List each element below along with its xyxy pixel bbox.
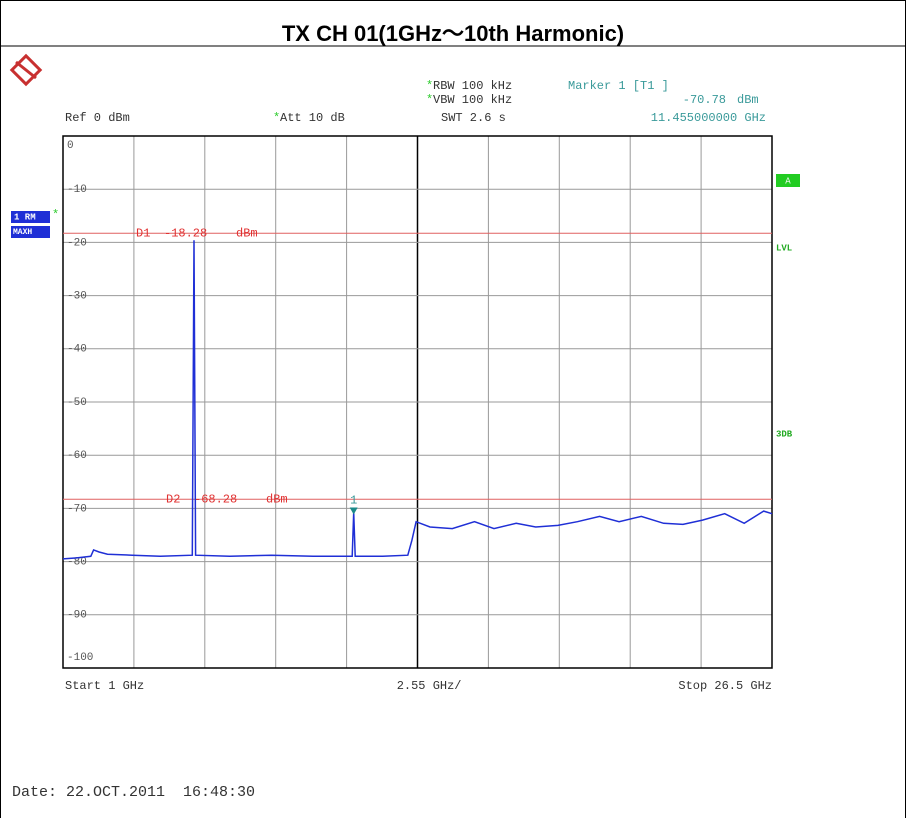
marker-freq: 11.455000000 GHz [651,111,766,125]
att: Att 10 dB [280,111,345,125]
rbw: RBW 100 kHz [433,79,512,93]
display-line-name: D1 [136,226,150,240]
y-tick-label: -50 [67,397,87,409]
logo [9,53,43,87]
flag: * [426,93,433,107]
plot-frame [62,135,773,669]
marker-name: 1 [350,494,357,508]
y-tick-label: -90 [67,610,87,622]
chart-title: TX CH 01(1GHz～10th Harmonic) [282,21,624,46]
a-label: A [785,176,791,186]
lvl-label: LVL [776,243,792,253]
y-tick-label: -70 [67,503,87,515]
a-badge [776,174,800,187]
marker-label: Marker 1 [T1 ] [568,79,669,93]
display-line-name: D2 [166,492,180,506]
y-tick-label: -30 [67,291,87,303]
y-tick-label: -100 [67,652,93,664]
mode-badge [11,226,50,238]
ref: Ref 0 dBm [65,111,130,125]
flag: * [273,111,280,125]
mode-label: MAXH [13,228,32,237]
x-label-span: 2.55 GHz/ [397,679,462,693]
y-tick-label: -10 [67,184,87,196]
y-tick-label: -20 [67,237,87,249]
trace-badge [11,211,50,223]
trace [62,240,773,560]
y-tick-label: -60 [67,450,87,462]
marker-value: -70.78 [683,93,726,107]
y-tick-label: -80 [67,557,87,569]
y-tick-label: -40 [67,344,87,356]
x-label-start: Start 1 GHz [65,679,144,693]
flag: * [426,79,433,93]
display-line-unit: dBm [236,226,258,240]
marker [349,507,358,515]
db3-label: 3DB [776,429,793,439]
display-line-value: -18.28 [164,226,207,240]
vbw: VBW 100 kHz [433,93,512,107]
display-line-unit: dBm [266,492,288,506]
y-tick-label: 0 [67,140,74,152]
date: Date: 22.OCT.2011 16:48:30 [12,784,255,801]
trace-label: 1 RM [14,212,36,222]
marker-unit: dBm [737,93,759,107]
swt: SWT 2.6 s [441,111,506,125]
x-label-stop: Stop 26.5 GHz [678,679,772,693]
display-line-value: -68.28 [194,492,237,506]
flag: * [52,208,59,222]
